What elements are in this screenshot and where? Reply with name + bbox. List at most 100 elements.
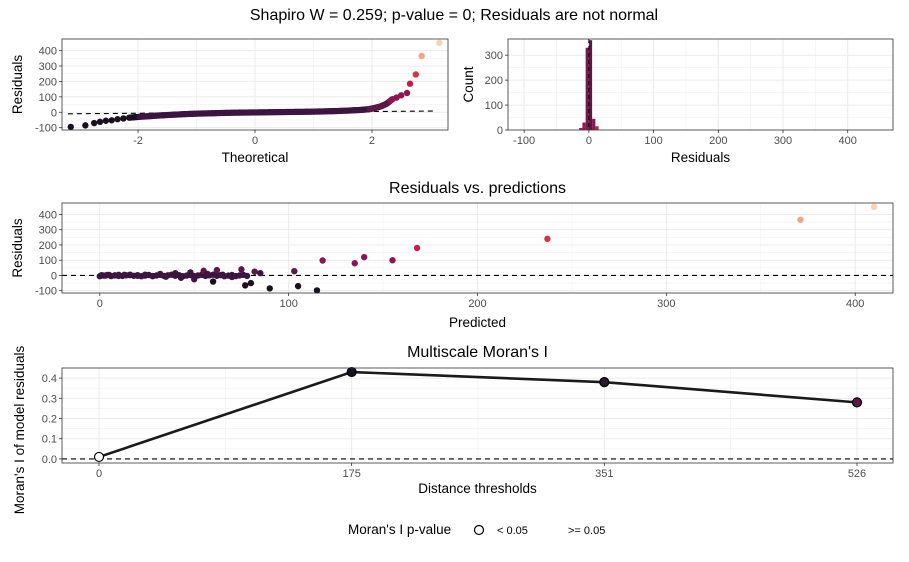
y-tick-label: 100 [39,255,57,267]
scatter-point [134,272,141,279]
scatter-point [219,271,226,278]
x-tick-label: 351 [595,468,613,480]
histogram-bar [579,128,583,130]
panel-title: Multiscale Moran's I [407,344,548,361]
y-axis-label: Count [461,66,476,102]
x-tick-label: -100 [513,135,535,147]
qq-point [398,92,405,99]
scatter-point [209,278,217,285]
scatter-point [389,257,396,264]
series-point [851,397,863,408]
scatter-point [266,285,273,292]
morans-i-panel: 0.0 0.1 0.2 0.3 0.4 0 175 351 526 Multiscale Mora… [12,344,894,515]
y-tick-label: 100 [485,100,503,112]
scatter-point [162,273,170,280]
x-tick-label: 200 [709,135,727,147]
scatter-point [870,203,878,211]
qq-point [96,118,104,126]
scatter-point [360,253,368,261]
y-tick-label: 400 [39,209,57,221]
panel-border [61,202,894,294]
scatter-point [213,266,221,274]
x-tick-label: 0 [96,468,102,480]
histogram-bar [585,47,589,130]
y-tick-label: 0.0 [42,454,57,466]
qq-point [436,39,443,47]
y-axis-label: Residuals [10,55,25,115]
panel-border [61,38,449,131]
qq-point [418,52,425,60]
scatter-point [238,266,245,273]
y-tick-label: -100 [35,286,57,298]
x-axis-label: Theoretical [222,150,289,165]
histogram-bar [582,122,586,130]
legend-title: Moran's I p-value [348,522,451,537]
panel-title: Residuals vs. predictions [389,180,566,197]
y-axis-label: Residuals [10,218,25,278]
y-tick-label: 300 [39,225,57,237]
y-tick-label: 100 [39,92,57,104]
scatter-point [187,269,194,276]
scatter-point [243,272,251,280]
scatter-point [241,282,249,289]
qq-point [403,89,411,97]
y-tick-label: 0.2 [42,414,57,426]
x-tick-label: 2 [369,135,375,147]
qq-point [67,123,74,131]
scatter-point [149,272,156,280]
y-axis-label: Moran's I of model residuals [12,346,27,515]
scatter-point [319,257,326,264]
y-tick-label: 0.3 [42,393,57,405]
scatter-point [115,272,122,280]
y-tick-label: 200 [485,75,503,87]
legend-marker-significant [473,524,485,536]
y-tick-label: 300 [39,61,57,73]
scatter-point [313,287,321,294]
x-tick-label: 400 [839,135,857,147]
histogram-bar [595,126,599,130]
x-tick-label: -2 [133,135,143,147]
histogram-bar [588,40,593,130]
scatter-point [351,260,358,267]
qq-plot-panel: -100 0 100 200 300 400 -2 0 2 Theoretical Residual… [10,38,449,165]
y-tick-label: 400 [39,46,57,58]
qq-point [102,117,110,124]
scatter-point [177,274,185,281]
series-point [599,377,610,388]
x-tick-label: 526 [848,468,866,480]
scatter-point [251,268,258,275]
residuals-vs-predictions-panel: -100 0 100 200 300 400 0 100 200 300 400 Predicted R… [10,180,894,330]
scatter-point [413,244,421,252]
scatter-point [247,279,255,287]
scatter-point [544,235,551,243]
legend-label-not-significant: >= 0.05 [568,525,605,537]
x-axis-label: Distance thresholds [418,481,537,496]
qq-point [412,71,420,78]
y-tick-label: 0 [497,125,503,137]
x-tick-label: 0 [252,135,258,147]
scatter-point [126,271,134,279]
y-tick-label: 300 [485,50,503,62]
x-tick-label: 300 [774,135,792,147]
legend-label-significant: < 0.05 [497,525,528,537]
x-axis-label: Predicted [449,315,506,330]
series-line [98,370,858,459]
x-tick-label: 175 [342,468,360,480]
scatter-point [172,269,179,277]
scatter-point [228,273,236,281]
x-tick-label: 200 [468,298,486,310]
scatter-point [121,271,128,279]
x-tick-label: 300 [657,298,675,310]
qq-point [90,119,98,127]
qq-point [108,117,115,124]
histogram-bar [592,118,596,130]
qq-point [120,115,127,122]
scatter-point [204,270,211,278]
x-tick-label: 100 [279,298,297,310]
legend: Moran's I p-value < 0.05 >= 0.05 [348,522,605,537]
scatter-point [106,271,113,279]
y-tick-label: 0.4 [42,373,57,385]
x-tick-label: 0 [586,135,592,147]
